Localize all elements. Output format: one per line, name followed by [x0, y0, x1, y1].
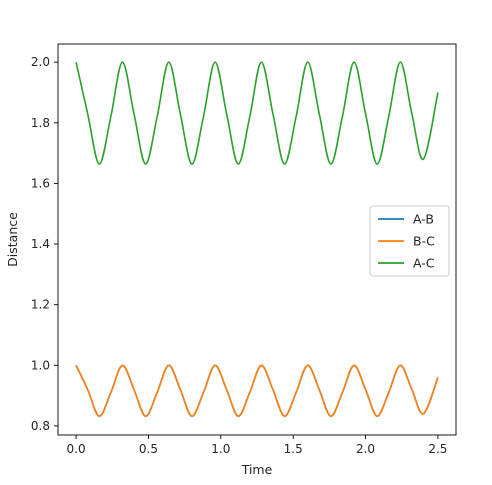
y-tick-label: 1.4 [31, 237, 50, 251]
x-tick-label: 1.0 [211, 442, 230, 456]
y-axis-label: Distance [5, 212, 20, 267]
x-tick-label: 0.0 [67, 442, 86, 456]
y-tick-label: 1.0 [31, 358, 50, 372]
legend-box [369, 205, 450, 277]
y-tick-label: 0.8 [31, 419, 50, 433]
legend: A-B B-C A-C [369, 205, 450, 277]
x-tick-label: 0.5 [139, 442, 158, 456]
x-tick-label: 2.0 [356, 442, 375, 456]
y-tick-label: 1.6 [31, 176, 50, 190]
legend-label-a-b: A-B [413, 212, 434, 227]
x-tick-label: 2.5 [428, 442, 447, 456]
series-line-b-c [75, 364, 439, 418]
series-line-a-c [75, 61, 439, 165]
y-tick-label: 1.2 [31, 298, 50, 312]
y-tick-label: 2.0 [31, 55, 50, 69]
legend-label-b-c: B-C [413, 234, 435, 249]
x-axis-label: Time [241, 462, 273, 477]
legend-label-a-c: A-C [413, 256, 435, 271]
series-layer [75, 61, 439, 418]
axes-layer: 0.0 0.5 1.0 1.5 2.0 2.5 0.8 1.0 1.2 1.4 1.6 1.8 2.0 [31, 43, 457, 456]
axes-frame [57, 43, 457, 436]
y-tick-label: 1.8 [31, 116, 50, 130]
x-tick-label: 1.5 [284, 442, 303, 456]
